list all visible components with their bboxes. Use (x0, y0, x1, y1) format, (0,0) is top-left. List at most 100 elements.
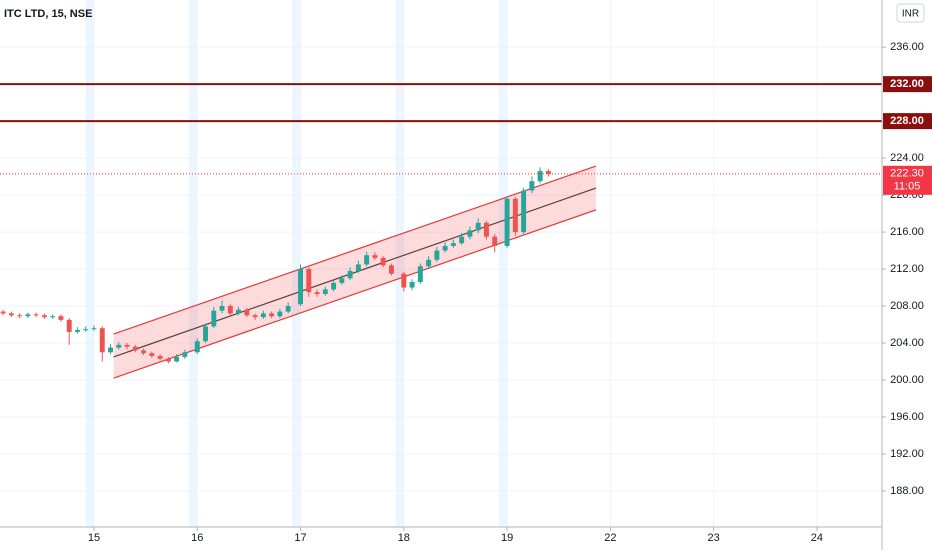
session-band (292, 0, 301, 527)
candle-body (347, 270, 353, 279)
x-tick-label: 24 (811, 532, 823, 544)
level-label-bg (883, 113, 932, 130)
candle (0, 309, 6, 316)
candle-body (124, 344, 130, 347)
candle (132, 344, 138, 353)
candle (227, 304, 233, 316)
candle-body (83, 329, 89, 331)
y-tick-label: 192.00 (890, 448, 924, 460)
candle-body (203, 326, 209, 342)
candle-body (285, 306, 291, 312)
channel-upper (113, 165, 597, 335)
level-label: 232.00 (890, 78, 924, 90)
session-band (498, 0, 508, 527)
candle (545, 169, 551, 177)
candle (66, 318, 72, 345)
candle-body (58, 316, 64, 320)
candle (157, 354, 163, 361)
candle-body (269, 313, 275, 317)
candle-body (339, 278, 345, 283)
candle-body (380, 257, 386, 266)
candle-body (132, 346, 138, 351)
candle-body (219, 306, 225, 311)
candle (74, 327, 80, 334)
candle-body (41, 315, 47, 318)
candle-body (417, 266, 423, 282)
current-price-bg (883, 165, 932, 195)
candle (108, 343, 113, 355)
candle (219, 300, 225, 314)
y-tick-label: 224.00 (890, 152, 924, 164)
candle (434, 246, 440, 262)
candle-body (50, 316, 56, 318)
y-tick-label: 204.00 (890, 337, 924, 349)
candle-body (182, 352, 188, 357)
x-tick-label: 19 (501, 532, 513, 544)
candle-body (442, 245, 448, 251)
candle (25, 312, 31, 319)
level-label: 228.00 (890, 115, 924, 127)
candle (236, 306, 242, 316)
candle-body (388, 265, 394, 274)
candle-body (0, 311, 6, 314)
candle (442, 242, 448, 253)
candle-body (529, 181, 535, 191)
candle (537, 167, 543, 184)
y-tick-label: 208.00 (890, 300, 924, 312)
channel-lower (113, 209, 597, 379)
candle (17, 313, 23, 319)
candle-body (372, 255, 378, 258)
candle (285, 302, 291, 314)
candle (211, 306, 217, 329)
candle-body (434, 250, 440, 260)
candle (203, 323, 209, 344)
candle (141, 348, 147, 356)
candle-body (25, 314, 31, 317)
session-band (85, 0, 94, 527)
candle-body (322, 289, 328, 295)
candle (116, 342, 122, 350)
candle (165, 356, 171, 364)
candle (339, 275, 345, 285)
x-tick-label: 22 (604, 532, 616, 544)
candle (372, 252, 378, 260)
y-tick-label: 236.00 (890, 41, 924, 53)
current-price-label: 222.30 (890, 168, 924, 180)
axis-layer: 188.00 192.00 196.00 200.00 204.00 208.00 212.… (88, 41, 932, 544)
candle (260, 310, 266, 319)
currency-label[interactable]: INR (902, 9, 919, 20)
candle (91, 325, 97, 331)
candle (252, 313, 258, 320)
candle-body (475, 222, 481, 231)
candle-body (545, 171, 551, 174)
under-layer (0, 0, 882, 527)
candle (194, 338, 200, 355)
x-tick-label: 23 (708, 532, 720, 544)
candle (467, 226, 473, 240)
candle-body (227, 306, 233, 314)
candle (58, 314, 64, 322)
candle (8, 311, 14, 318)
candle-body (537, 171, 543, 182)
candle (331, 280, 337, 292)
candle (83, 326, 89, 332)
candle (347, 267, 353, 281)
candle-body (483, 222, 489, 237)
candle-body (521, 190, 527, 233)
candle (322, 286, 328, 296)
candle-body (314, 292, 320, 295)
candle-body (211, 310, 217, 327)
candle (492, 233, 498, 253)
candle-body (355, 264, 361, 271)
candle (269, 311, 275, 319)
candle-body (33, 314, 39, 316)
candle-body (244, 309, 250, 316)
candle-body (66, 319, 72, 332)
candle (450, 239, 456, 248)
currency-button[interactable] (896, 3, 925, 23)
candle-body (149, 353, 155, 356)
candle (355, 260, 361, 273)
candle (409, 279, 415, 291)
candle (475, 218, 481, 233)
